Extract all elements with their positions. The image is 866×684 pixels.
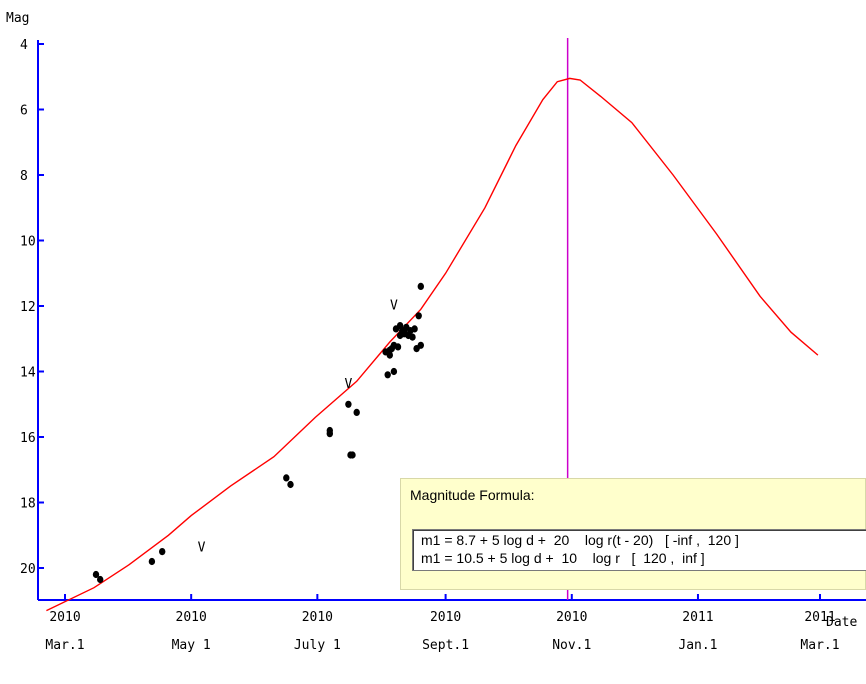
formula-line-2: m1 = 10.5 + 5 log d + 10 log r [ 120 , i… (421, 550, 705, 566)
x-tick-year: 2010 (49, 610, 80, 625)
tooltip-title: Magnitude Formula: (410, 487, 535, 503)
x-tick-label: May 1 (172, 638, 211, 653)
y-tick-label: 8 (20, 169, 28, 184)
observation-point (97, 575, 104, 584)
y-tick-label: 12 (20, 300, 36, 315)
x-tick-year: 2010 (302, 610, 333, 625)
y-tick-label: 4 (20, 38, 28, 53)
x-tick-year: 2010 (176, 610, 207, 625)
upper-limit-marker: V (390, 298, 398, 313)
y-axis-label: Mag (6, 11, 29, 26)
x-tick-year: 2010 (556, 610, 587, 625)
observation-point (401, 330, 408, 338)
x-tick-label: July 1 (294, 638, 341, 653)
observation-point (349, 451, 356, 459)
observation-point (386, 351, 393, 359)
y-tick-label: 10 (20, 235, 36, 250)
upper-limit-marker: V (198, 541, 206, 556)
observation-point (283, 474, 290, 482)
y-tick-label: 16 (20, 431, 36, 446)
x-tick-label: Sept.1 (422, 638, 469, 653)
observation-point (326, 430, 333, 438)
y-tick-label: 14 (20, 366, 36, 381)
observation-point (415, 312, 422, 320)
observation-point (159, 548, 166, 556)
y-tick-label: 18 (20, 497, 36, 512)
model-magnitude-curve (46, 77, 819, 612)
x-axis-label: Date (826, 615, 857, 630)
x-tick-label: Nov.1 (552, 638, 591, 653)
observation-point (92, 570, 100, 579)
series-layer: V V V (46, 38, 819, 612)
axes (37, 40, 866, 601)
y-tick-label: 6 (20, 104, 28, 119)
upper-limit-marker: V (344, 377, 352, 392)
observation-point (384, 371, 391, 379)
x-tick-year: 2010 (430, 610, 461, 625)
formula-line-1: m1 = 8.7 + 5 log d + 20 log r(t - 20) [ … (421, 532, 739, 548)
x-tick-year: 2011 (804, 610, 835, 625)
observation-point (417, 282, 424, 290)
observation-point (417, 341, 424, 349)
observation-point (390, 367, 398, 376)
observation-point (409, 333, 416, 341)
x-tick-label: Jan.1 (678, 638, 717, 653)
observation-point (345, 400, 352, 408)
observation-point (353, 408, 360, 416)
observation-point (394, 343, 402, 351)
x-ticks: 2010 Mar.1 2010 May 1 2010 July 1 2010 Sept.1 20… (45, 594, 840, 653)
observation-point (148, 557, 156, 566)
x-tick-label: Mar.1 (800, 638, 839, 653)
y-ticks: 4 6 8 10 12 14 16 18 20 (20, 38, 44, 577)
x-tick-label: Mar.1 (45, 638, 84, 653)
magnitude-formula-tooltip: Magnitude Formula: m1 = 8.7 + 5 log d + … (400, 478, 866, 590)
y-tick-label: 20 (20, 562, 36, 577)
x-tick-year: 2011 (682, 610, 713, 625)
observation-point (287, 480, 294, 489)
formula-box: m1 = 8.7 + 5 log d + 20 log r(t - 20) [ … (412, 529, 866, 571)
observation-point (411, 325, 418, 333)
